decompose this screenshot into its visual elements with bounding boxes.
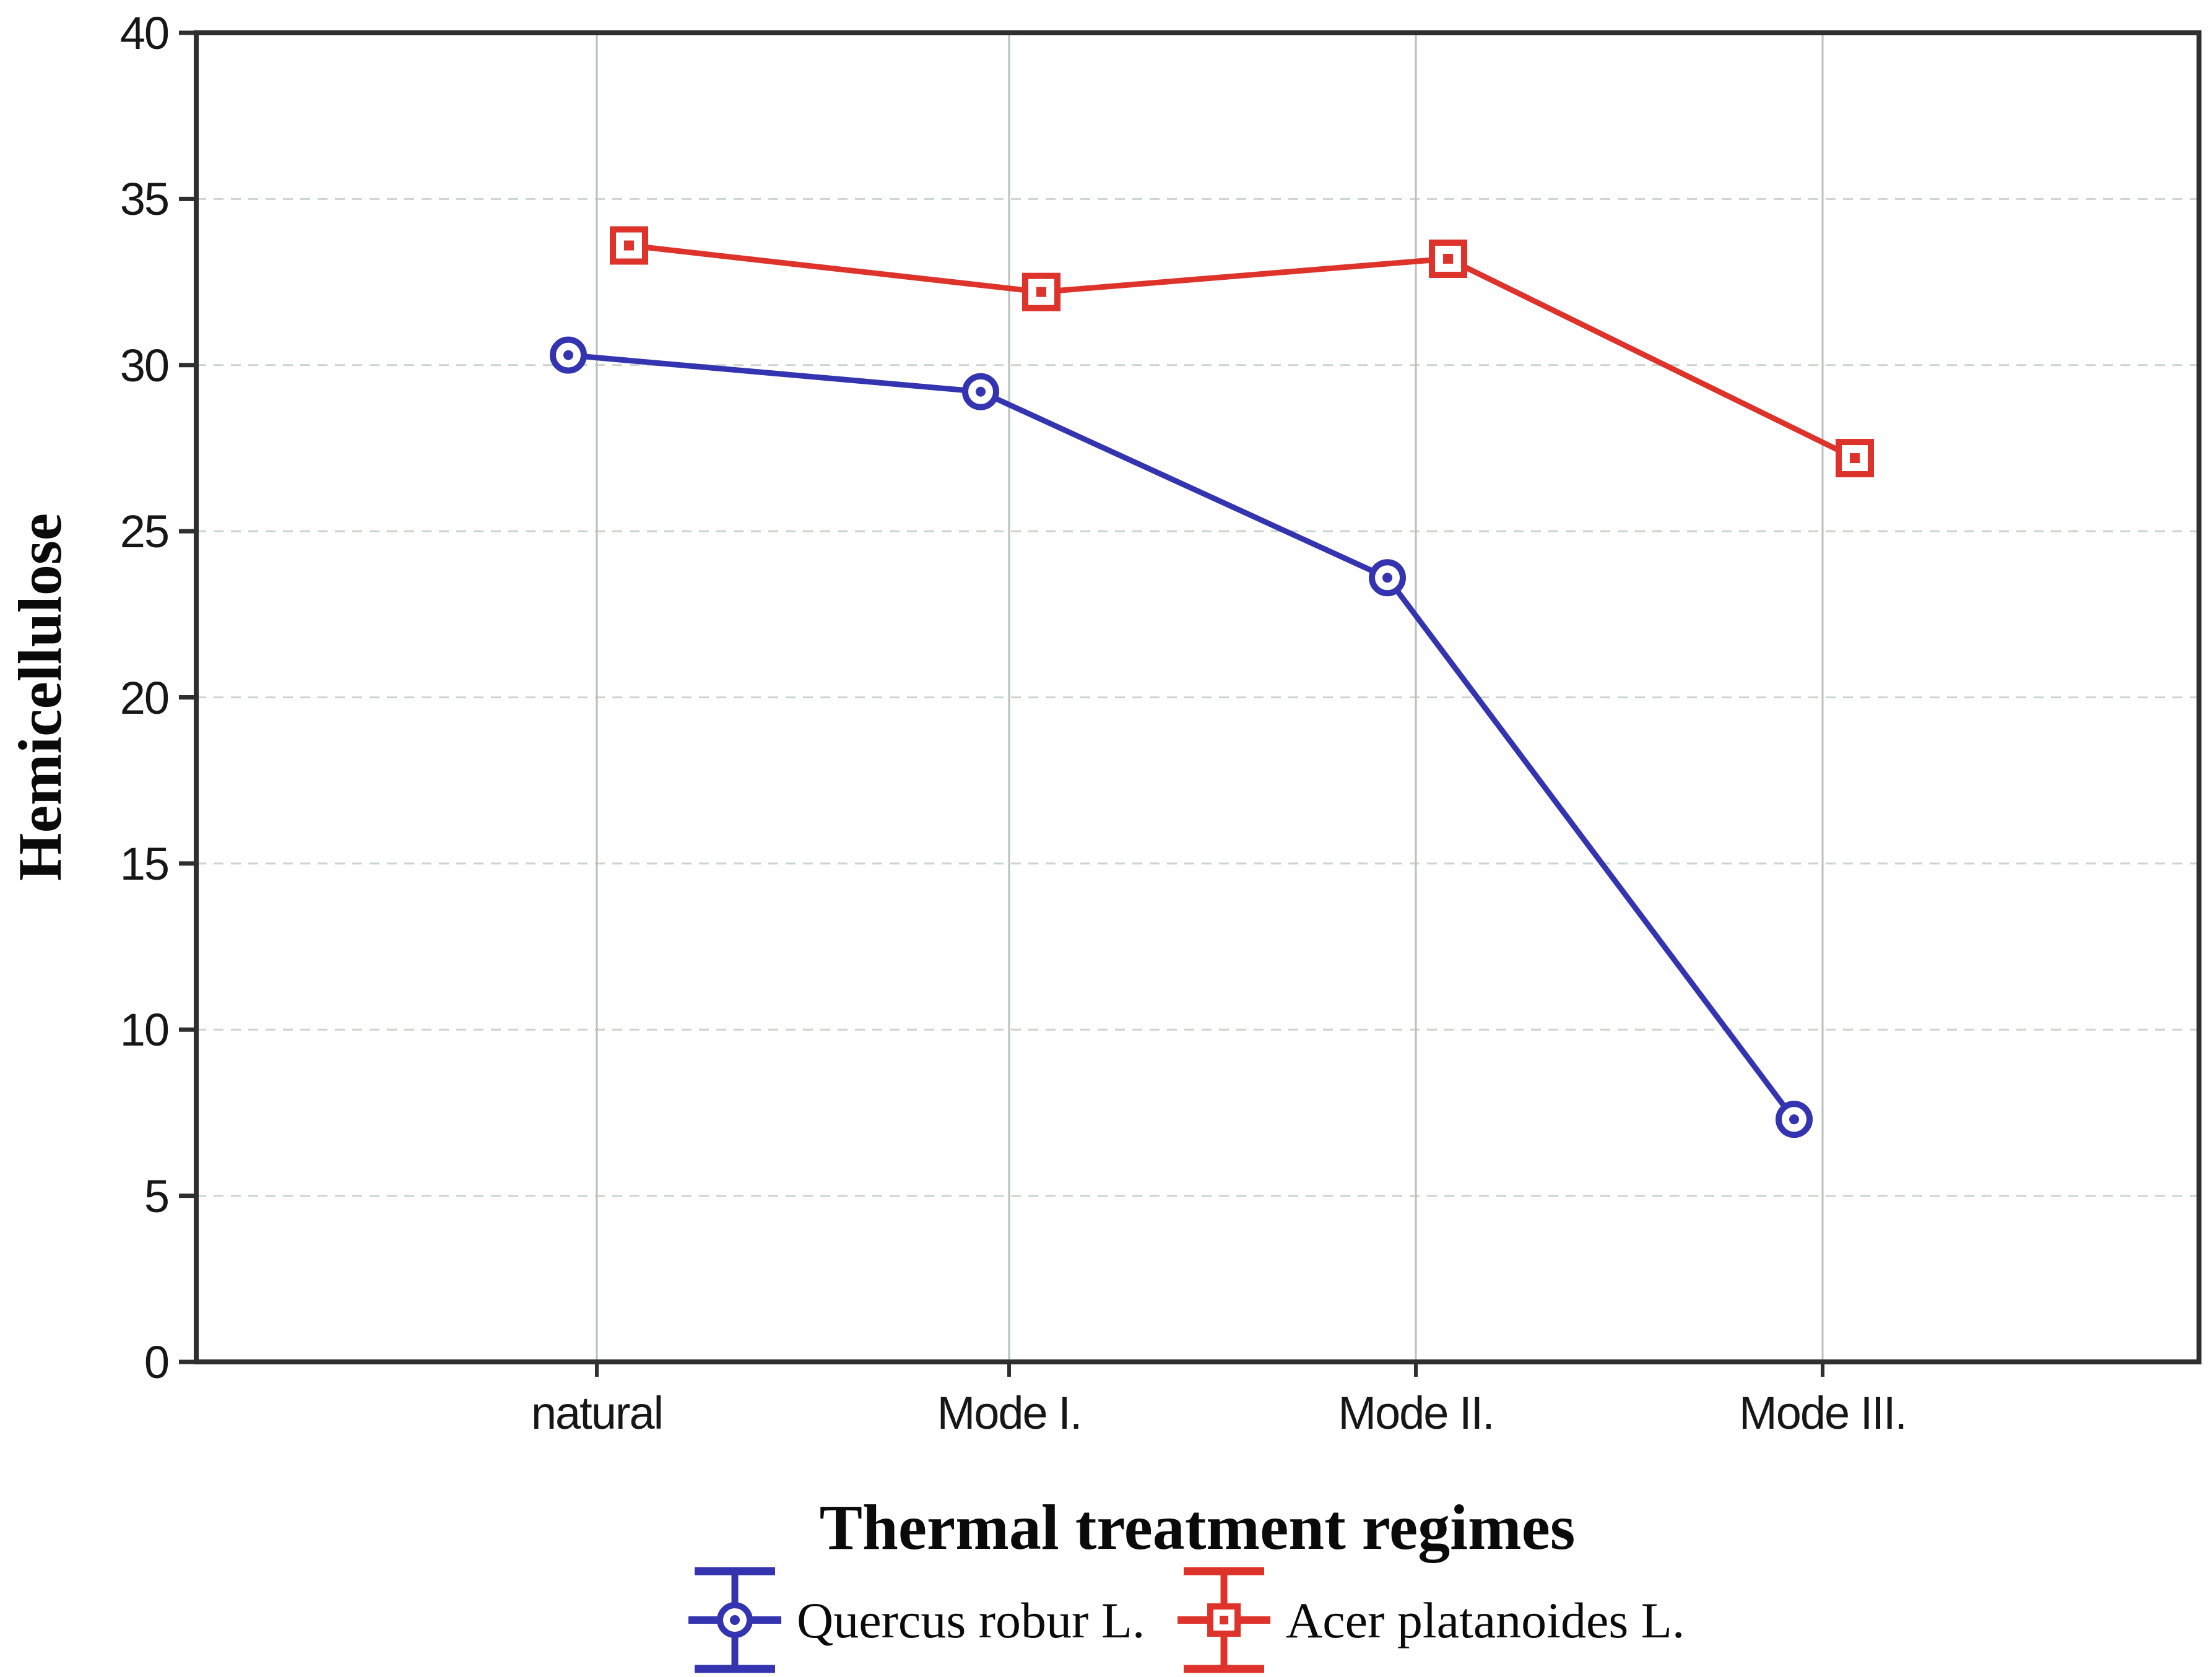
square-marker-dot	[1443, 253, 1453, 264]
x-tick-label-natural: natural	[531, 1387, 662, 1439]
y-tick-label-20: 20	[120, 672, 168, 724]
legend-circle-marker-dot	[730, 1615, 740, 1625]
data-point-Mode III.	[1776, 1101, 1813, 1138]
x-tick-label-mode-3: Mode III.	[1739, 1387, 1906, 1439]
series-line	[568, 352, 1797, 1121]
legend-square-marker-dot	[1220, 1616, 1228, 1624]
square-marker-dot	[624, 240, 634, 251]
series-acer	[610, 226, 1874, 478]
data-point-Mode II.	[1369, 559, 1406, 597]
data-point-natural	[550, 336, 587, 374]
legend-item-acer: Acer platanoides L.	[1178, 1567, 1685, 1673]
circle-marker-dot	[976, 386, 986, 397]
legend: Quercus robur L. Acer platanoides L.	[688, 1567, 1685, 1673]
square-marker-dot	[1036, 287, 1046, 297]
legend-square-marker	[1207, 1603, 1241, 1637]
y-tick-label-25: 25	[120, 506, 168, 557]
y-tick-label-0: 0	[144, 1337, 168, 1388]
tick-layer	[179, 30, 1824, 1377]
y-axis-title: Hemicellulose	[6, 513, 74, 881]
square-marker-dot	[1850, 453, 1860, 464]
legend-label-quercus: Quercus robur L.	[797, 1592, 1145, 1649]
data-point-Mode I.	[1022, 272, 1060, 311]
y-tick-label-30: 30	[120, 340, 168, 391]
error-bar-marker-icon	[688, 1567, 781, 1673]
series-line	[628, 243, 1856, 461]
circle-marker-dot	[1789, 1114, 1799, 1125]
y-tick-label-10: 10	[120, 1004, 168, 1055]
series-quercus	[550, 336, 1813, 1138]
circle-marker-dot	[563, 350, 573, 360]
x-tick-label-mode-1: Mode I.	[937, 1387, 1082, 1439]
data-point-natural	[610, 226, 648, 265]
data-point-Mode III.	[1836, 439, 1874, 478]
series-layer	[550, 226, 1874, 1138]
error-bar-marker-icon	[1178, 1567, 1270, 1673]
legend-label-acer: Acer platanoides L.	[1286, 1592, 1685, 1649]
data-point-Mode II.	[1429, 239, 1467, 278]
x-tick-label-mode-2: Mode II.	[1338, 1387, 1493, 1439]
y-tick-label-35: 35	[120, 173, 168, 225]
y-tick-label-15: 15	[120, 838, 168, 890]
y-tick-label-40: 40	[120, 7, 168, 59]
grid-layer	[196, 33, 2199, 1362]
data-point-Mode I.	[962, 373, 999, 410]
circle-marker-dot	[1382, 573, 1392, 583]
x-axis-title: Thermal treatment regimes	[820, 1492, 1576, 1563]
y-tick-label-5: 5	[144, 1171, 168, 1222]
legend-item-quercus: Quercus robur L.	[688, 1567, 1145, 1673]
y-axis-tick-labels: 0 5 10 15 20 25 30 35 40	[120, 7, 170, 1388]
x-axis-tick-labels: natural Mode I. Mode II. Mode III.	[531, 1387, 1907, 1439]
